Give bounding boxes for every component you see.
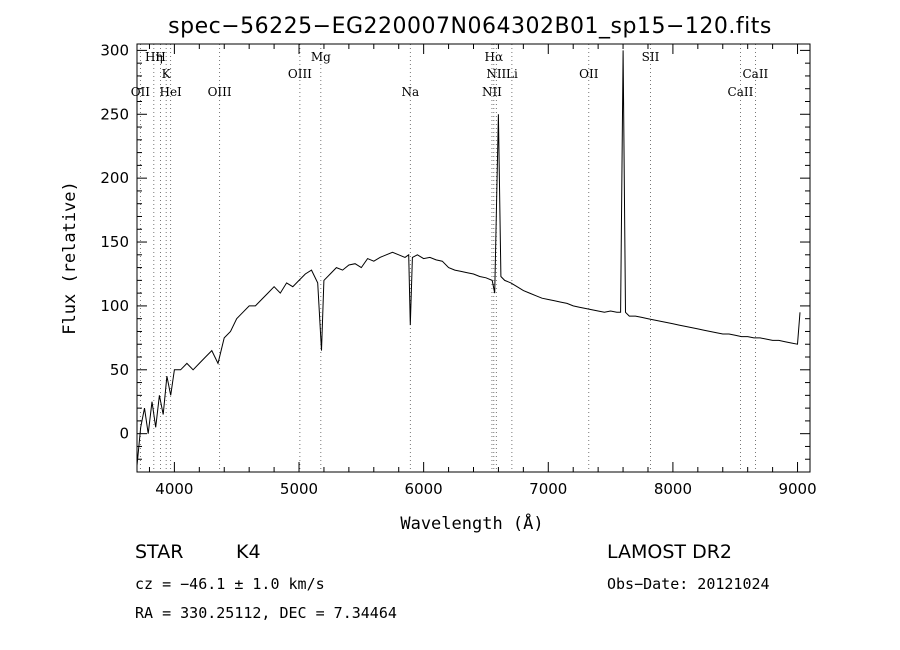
survey-name: LAMOST DR2 — [607, 541, 732, 563]
y-tick-label: 200 — [100, 169, 129, 187]
x-axis-ticks: 4000 5000 6000 7000 8000 9000 — [148, 44, 817, 498]
spectral-line-label: Na — [401, 85, 419, 99]
chart-title: spec−56225−EG220007N064302B01_sp15−120.f… — [168, 14, 772, 39]
y-tick-label: 150 — [100, 233, 129, 251]
y-tick-label: 50 — [110, 361, 129, 379]
spectral-line-label: CaII — [742, 67, 768, 81]
x-axis-label: Wavelength (Å) — [400, 512, 543, 534]
x-tick-label: 7000 — [529, 480, 567, 498]
x-tick-label: 8000 — [654, 480, 692, 498]
redshift-readout: cz = −46.1 ± 1.0 km/s — [135, 575, 325, 593]
spectral-line-label: OIII — [288, 67, 312, 81]
y-tick-label: 100 — [100, 297, 129, 315]
object-class: STAR — [135, 541, 184, 563]
object-subclass: K4 — [236, 541, 261, 563]
spectral-line-label: Hη — [145, 50, 163, 64]
x-tick-label: 4000 — [155, 480, 193, 498]
spectral-line-label: Li — [506, 67, 518, 81]
spectral-line-label: NII — [482, 85, 502, 99]
spectral-line-label: SII — [642, 50, 660, 64]
coordinates: RA = 330.25112, DEC = 7.34464 — [135, 604, 397, 622]
spectral-line-label: OII — [579, 67, 599, 81]
spectrum-line — [136, 50, 801, 466]
spectral-line-label: OIII — [208, 85, 232, 99]
x-tick-label: 5000 — [280, 480, 318, 498]
spectral-line-label: H — [155, 50, 165, 64]
spectral-line-label: NII — [486, 67, 506, 81]
x-tick-label: 6000 — [405, 480, 443, 498]
y-axis-label: Flux (relative) — [60, 181, 80, 335]
spectral-line-label: OII — [131, 85, 151, 99]
obs-date: Obs−Date: 20121024 — [607, 575, 770, 593]
y-axis-ticks: 0 50 100 150 200 250 300 — [100, 41, 810, 460]
y-tick-label: 300 — [100, 41, 129, 59]
y-tick-label: 0 — [119, 425, 129, 443]
spectral-line-label: Hα — [485, 50, 504, 64]
y-tick-label: 250 — [100, 105, 129, 123]
spectral-line-label: K — [162, 67, 172, 81]
spectral-line-label: Mg — [311, 50, 331, 64]
plot-frame — [136, 43, 811, 473]
x-tick-label: 9000 — [778, 480, 816, 498]
spectral-line-label: CaII — [728, 85, 754, 99]
spectral-line-label: HeI — [159, 85, 182, 99]
